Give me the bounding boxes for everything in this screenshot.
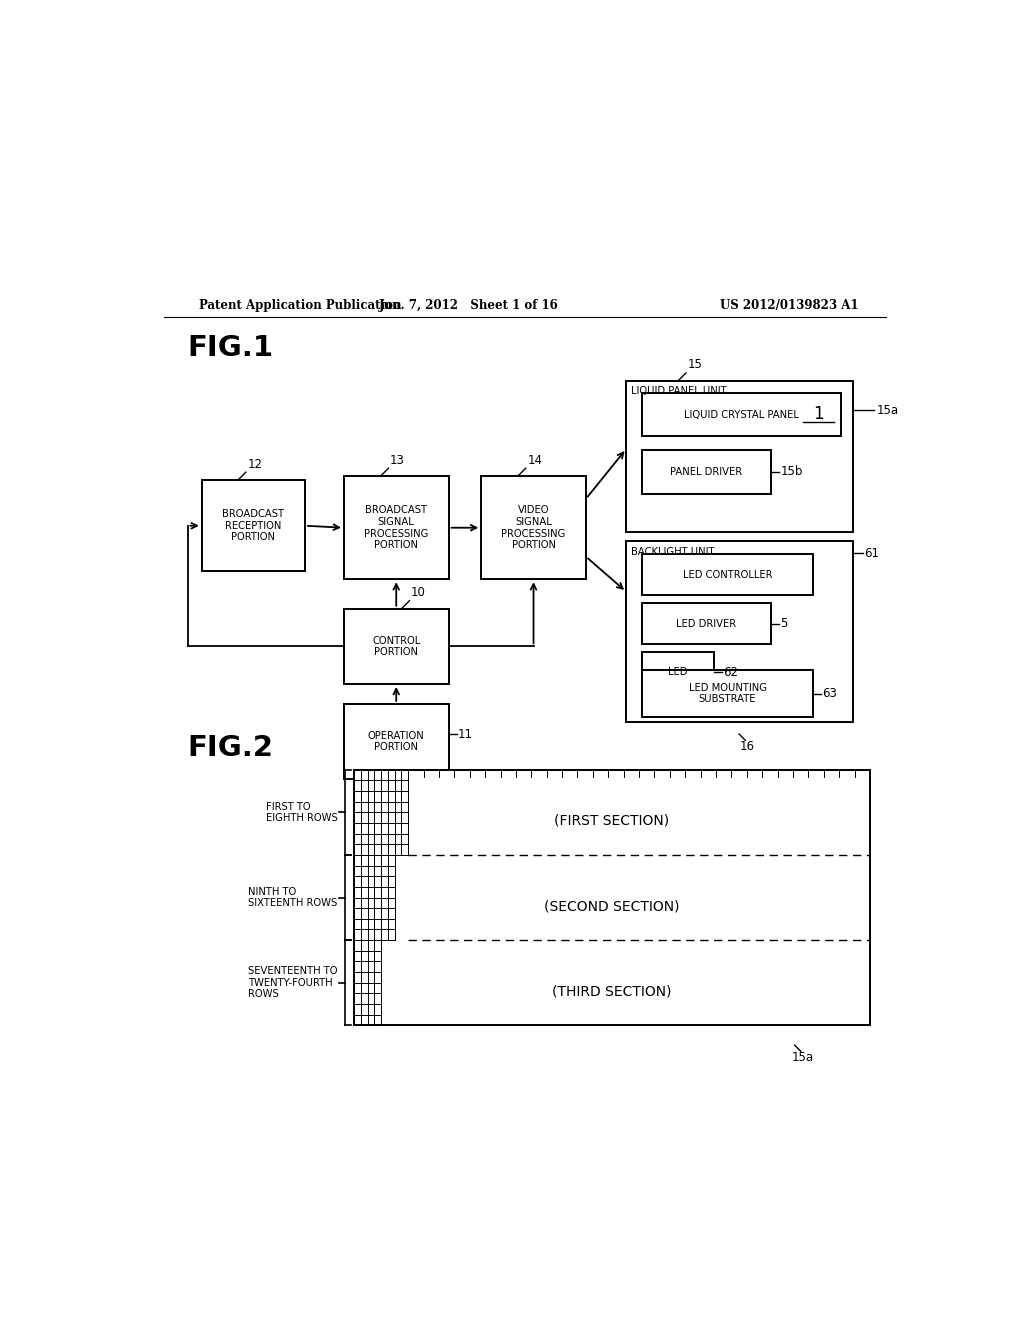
- Text: 62: 62: [723, 665, 738, 678]
- Text: VIDEO
SIGNAL
PROCESSING
PORTION: VIDEO SIGNAL PROCESSING PORTION: [502, 506, 565, 550]
- Bar: [481, 477, 586, 579]
- Text: 15a: 15a: [877, 404, 898, 417]
- Text: Patent Application Publication: Patent Application Publication: [200, 300, 402, 312]
- Text: 1: 1: [813, 405, 823, 424]
- Bar: [627, 541, 853, 722]
- Bar: [642, 393, 841, 437]
- Text: 15b: 15b: [780, 465, 803, 478]
- Bar: [642, 554, 813, 595]
- Bar: [627, 381, 853, 532]
- Text: 11: 11: [458, 727, 473, 741]
- Text: LED DRIVER: LED DRIVER: [677, 619, 736, 628]
- Text: SEVENTEENTH TO
TWENTY-FOURTH
ROWS: SEVENTEENTH TO TWENTY-FOURTH ROWS: [248, 966, 338, 999]
- Text: CONTROL
PORTION: CONTROL PORTION: [372, 635, 421, 657]
- Text: 13: 13: [390, 454, 404, 466]
- Text: FIRST TO
EIGHTH ROWS: FIRST TO EIGHTH ROWS: [266, 801, 338, 824]
- Text: LIQUID PANEL UNIT: LIQUID PANEL UNIT: [631, 387, 727, 396]
- Text: 14: 14: [527, 454, 543, 466]
- Text: FIG.2: FIG.2: [187, 734, 273, 762]
- Bar: [642, 603, 771, 644]
- Text: BACKLIGHT UNIT: BACKLIGHT UNIT: [631, 546, 715, 557]
- Text: Jun. 7, 2012   Sheet 1 of 16: Jun. 7, 2012 Sheet 1 of 16: [379, 300, 559, 312]
- Text: LIQUID CRYSTAL PANEL: LIQUID CRYSTAL PANEL: [684, 409, 799, 420]
- Text: (FIRST SECTION): (FIRST SECTION): [554, 814, 669, 828]
- Text: LED CONTROLLER: LED CONTROLLER: [683, 569, 772, 579]
- Text: BROADCAST
RECEPTION
PORTION: BROADCAST RECEPTION PORTION: [222, 510, 285, 543]
- Text: FIG.1: FIG.1: [187, 334, 273, 362]
- Text: 12: 12: [248, 458, 262, 471]
- Text: (SECOND SECTION): (SECOND SECTION): [544, 899, 679, 913]
- Text: 16: 16: [739, 741, 755, 754]
- Bar: [344, 704, 449, 779]
- Text: 61: 61: [864, 546, 880, 560]
- Text: LED: LED: [669, 667, 688, 677]
- Bar: [642, 669, 813, 717]
- Text: 15: 15: [687, 359, 702, 371]
- Bar: [354, 770, 870, 1026]
- Bar: [202, 480, 305, 572]
- Text: NINTH TO
SIXTEENTH ROWS: NINTH TO SIXTEENTH ROWS: [248, 887, 338, 908]
- Text: 15a: 15a: [792, 1052, 814, 1064]
- Text: PANEL DRIVER: PANEL DRIVER: [671, 467, 742, 477]
- Bar: [642, 450, 771, 494]
- Text: 5: 5: [780, 618, 787, 630]
- Text: 63: 63: [822, 688, 838, 700]
- Text: OPERATION
PORTION: OPERATION PORTION: [368, 731, 425, 752]
- Bar: [642, 652, 714, 692]
- Text: LED MOUNTING
SUBSTRATE: LED MOUNTING SUBSTRATE: [688, 682, 767, 705]
- Text: (THIRD SECTION): (THIRD SECTION): [552, 985, 671, 998]
- Text: US 2012/0139823 A1: US 2012/0139823 A1: [720, 300, 858, 312]
- Text: BROADCAST
SIGNAL
PROCESSING
PORTION: BROADCAST SIGNAL PROCESSING PORTION: [365, 506, 428, 550]
- Bar: [344, 477, 449, 579]
- Bar: [344, 609, 449, 684]
- Text: 10: 10: [411, 586, 426, 599]
